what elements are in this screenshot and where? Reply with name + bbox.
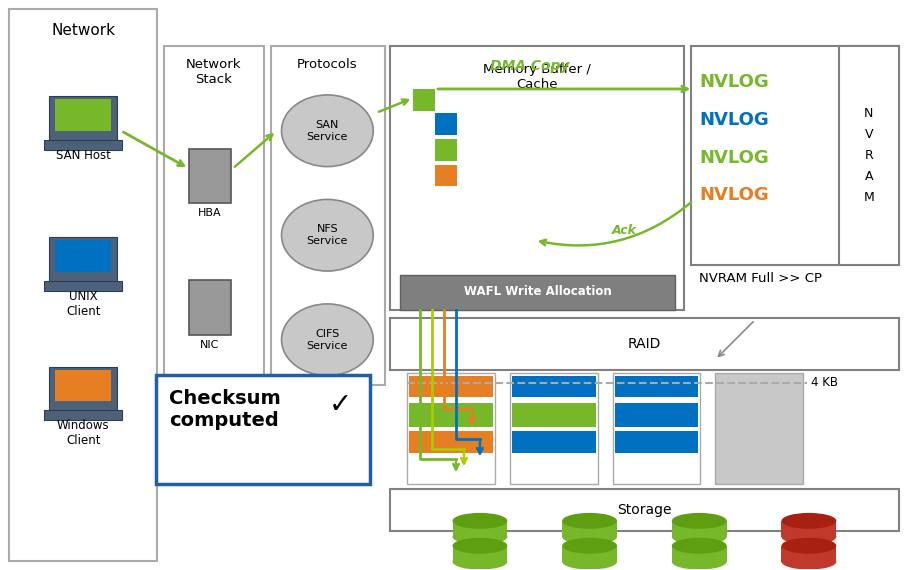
Bar — [453, 545, 507, 561]
Bar — [55, 240, 111, 272]
Bar — [562, 545, 617, 561]
Text: ✓: ✓ — [328, 392, 352, 420]
Bar — [453, 521, 507, 537]
Bar — [716, 373, 803, 484]
Bar — [44, 140, 122, 150]
Text: N
V
R
A
M: N V R A M — [863, 107, 874, 204]
Bar — [407, 373, 495, 484]
Text: RAID: RAID — [628, 337, 661, 351]
Bar — [156, 374, 370, 484]
Text: NIC: NIC — [200, 340, 219, 350]
Text: CIFS
Service: CIFS Service — [307, 329, 348, 351]
Ellipse shape — [453, 553, 507, 569]
Text: NVLOG: NVLOG — [699, 73, 769, 91]
Ellipse shape — [672, 513, 727, 529]
Bar — [562, 521, 617, 537]
Text: UNIX
Client: UNIX Client — [66, 290, 101, 318]
Bar — [672, 521, 727, 537]
Bar — [390, 489, 899, 531]
Text: NVRAM Full >> CP: NVRAM Full >> CP — [699, 272, 823, 285]
Ellipse shape — [562, 538, 617, 553]
Bar — [512, 404, 596, 428]
Bar — [44, 410, 122, 420]
Ellipse shape — [782, 538, 836, 553]
Bar — [782, 521, 836, 537]
Text: NVLOG: NVLOG — [699, 111, 769, 129]
Bar — [189, 280, 230, 335]
Bar — [839, 46, 899, 265]
Bar — [672, 545, 727, 561]
Ellipse shape — [782, 553, 836, 569]
Bar — [409, 376, 493, 397]
Text: 4 KB: 4 KB — [811, 376, 838, 389]
Bar — [512, 431, 596, 453]
Bar — [691, 46, 899, 265]
Bar — [55, 369, 111, 401]
Text: Checksum
computed: Checksum computed — [169, 389, 280, 430]
Bar — [49, 237, 117, 283]
Bar — [189, 149, 230, 203]
Bar — [49, 367, 117, 412]
Bar — [44, 281, 122, 291]
Bar — [9, 9, 157, 561]
Bar — [782, 545, 836, 561]
Text: Protocols: Protocols — [297, 58, 357, 71]
Bar — [435, 165, 457, 186]
Text: NFS
Service: NFS Service — [307, 225, 348, 246]
Ellipse shape — [562, 529, 617, 545]
Bar — [413, 89, 435, 111]
Bar — [435, 113, 457, 135]
Bar — [49, 96, 117, 142]
Bar — [615, 376, 698, 397]
Ellipse shape — [782, 513, 836, 529]
Ellipse shape — [672, 553, 727, 569]
Text: SAN Host: SAN Host — [55, 149, 111, 162]
Text: SAN
Service: SAN Service — [307, 120, 348, 141]
Text: Storage: Storage — [617, 503, 672, 517]
Bar — [409, 404, 493, 428]
Bar — [615, 431, 698, 453]
Text: Windows
Client: Windows Client — [57, 420, 110, 447]
Bar — [164, 46, 264, 385]
Bar — [512, 376, 596, 397]
Text: DMA Copy: DMA Copy — [490, 59, 570, 73]
Text: HBA: HBA — [198, 209, 221, 218]
Bar — [390, 46, 684, 310]
Text: Network: Network — [51, 23, 115, 38]
Bar — [612, 373, 700, 484]
Ellipse shape — [782, 529, 836, 545]
Bar — [400, 275, 676, 310]
Ellipse shape — [453, 538, 507, 553]
Bar — [390, 318, 899, 369]
Bar — [615, 404, 698, 428]
Ellipse shape — [453, 513, 507, 529]
Ellipse shape — [562, 553, 617, 569]
Bar — [510, 373, 598, 484]
Ellipse shape — [672, 529, 727, 545]
Bar — [270, 46, 385, 385]
Text: NVLOG: NVLOG — [699, 149, 769, 166]
Bar — [409, 431, 493, 453]
Ellipse shape — [281, 95, 374, 166]
Text: NVLOG: NVLOG — [699, 186, 769, 205]
Ellipse shape — [562, 513, 617, 529]
Bar — [55, 99, 111, 131]
Text: Network
Stack: Network Stack — [186, 58, 241, 86]
Text: WAFL Write Allocation: WAFL Write Allocation — [463, 286, 611, 299]
Text: Ack: Ack — [612, 224, 637, 237]
Ellipse shape — [672, 538, 727, 553]
Ellipse shape — [281, 304, 374, 376]
Bar — [435, 139, 457, 161]
Text: Memory Buffer /
Cache: Memory Buffer / Cache — [483, 63, 590, 91]
Ellipse shape — [453, 529, 507, 545]
Ellipse shape — [281, 200, 374, 271]
